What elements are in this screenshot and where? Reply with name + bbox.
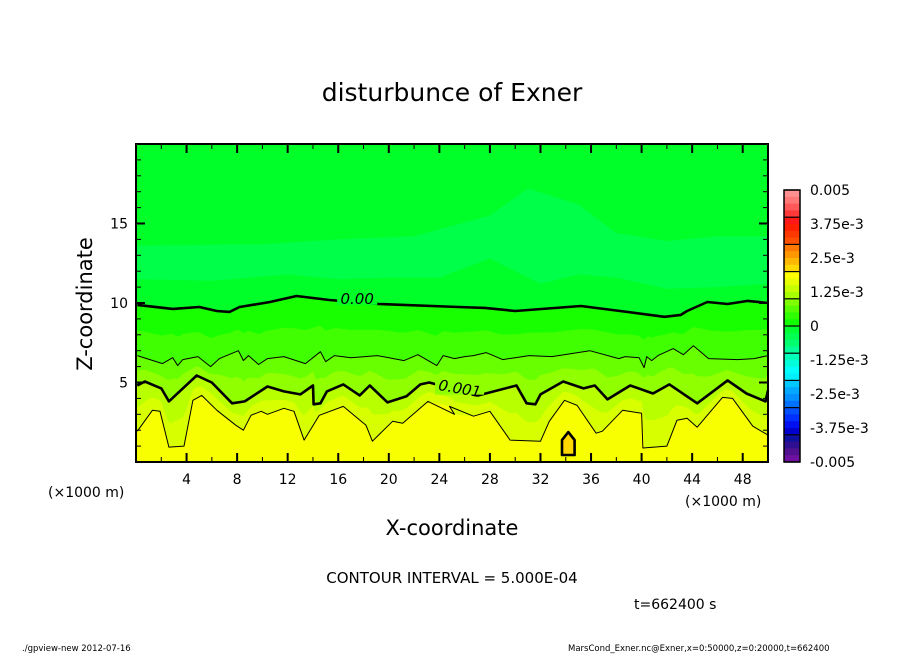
colorbar-cell (784, 244, 800, 252)
colorbar-label: -3.75e-3 (810, 421, 869, 437)
x-tick-label: 8 (233, 472, 242, 488)
colorbar-cell (784, 339, 800, 347)
colorbar-cell (784, 203, 800, 211)
colorbar-label: 0 (810, 319, 819, 335)
colorbar-cell (784, 217, 800, 225)
colorbar-cell (784, 428, 800, 436)
colorbar-cell (784, 190, 800, 198)
x-axis-label: X-coordinate (386, 516, 519, 540)
colorbar-cell (784, 434, 800, 443)
colorbar-cell (784, 196, 800, 205)
colorbar-cell (784, 380, 800, 388)
colorbar-cell (784, 305, 800, 313)
contour-label-bg (337, 290, 378, 305)
colorbar-label: -0.005 (810, 455, 855, 471)
colorbar-cell (784, 237, 800, 245)
colorbar-cell (784, 278, 800, 286)
x-tick-label: 36 (582, 472, 600, 488)
colorbar-cell (784, 366, 800, 375)
colorbar-cell (784, 332, 800, 341)
colorbar-cell (784, 264, 800, 273)
colorbar-cell (784, 400, 800, 409)
footer-left: ./gpview-new 2012-07-16 (22, 644, 131, 654)
colorbar-cell (784, 210, 800, 218)
colorbar-cell (784, 224, 800, 232)
colorbar-label: 2.5e-3 (810, 251, 855, 267)
contour-interval-text: CONTOUR INTERVAL = 5.000E-04 (326, 569, 577, 587)
colorbar-cell (784, 360, 800, 368)
time-text: t=662400 s (634, 597, 716, 613)
x-unit-label-left: (×1000 m) (48, 485, 124, 501)
colorbar-cell (784, 292, 800, 300)
band-negative (136, 188, 768, 289)
x-tick-label: 20 (380, 472, 398, 488)
colorbar-label: 0.005 (810, 183, 850, 199)
colorbar-cell (784, 394, 800, 402)
colorbar-label: -1.25e-3 (810, 353, 869, 369)
chart-title: disturbunce of Exner (322, 78, 583, 107)
colorbar-cell (784, 319, 800, 327)
contour-line-0 (137, 294, 769, 319)
colorbar-cell (784, 285, 800, 293)
colorbar-cell (784, 373, 800, 381)
x-tick-label: 12 (279, 472, 297, 488)
colorbar-cell (784, 455, 800, 463)
contour-line-0.0015 (136, 394, 769, 449)
x-tick-label: 4 (182, 472, 191, 488)
contour-label-bg (435, 380, 485, 395)
contour-line-0.001 (136, 374, 770, 406)
x-tick-label: 48 (734, 472, 752, 488)
x-tick-label: 24 (430, 472, 448, 488)
x-tick-label: 32 (532, 472, 550, 488)
x-tick-label: 44 (683, 472, 701, 488)
contour-label: 0.00 (340, 290, 373, 308)
colorbar-label: 3.75e-3 (810, 217, 864, 233)
colorbar-cell (784, 230, 800, 239)
y-axis-label: Z-coordinate (73, 237, 97, 371)
x-tick-label: 28 (481, 472, 499, 488)
colorbar-cell (784, 326, 800, 334)
colorbar-cell (784, 421, 800, 429)
y-tick-label: 15 (110, 217, 128, 233)
colorbar-cell (784, 271, 800, 279)
colorbar-label: -2.5e-3 (810, 387, 860, 403)
colorbar-cell (784, 312, 800, 320)
x-unit-label-right: (×1000 m) (685, 494, 761, 510)
colorbar: 0.005 3.75e-3 2.5e-3 1.25e-3 0 -1.25e-3 -2.5e-… (783, 183, 869, 471)
y-tick-label: 10 (110, 296, 128, 312)
colorbar-cell (784, 298, 800, 307)
contour-line-0.0005 (137, 345, 769, 369)
colorbar-cell (784, 407, 800, 415)
colorbar-cell (784, 448, 800, 456)
colorbar-frame (783, 189, 801, 463)
footer-right: MarsCond_Exner.nc@Exner,x=0:50000,z=0:20… (568, 644, 830, 654)
colorbar-cell (784, 414, 800, 422)
y-tick-label: 5 (119, 376, 128, 392)
colorbar-cell (784, 353, 800, 361)
colorbar-cell (784, 258, 800, 266)
x-tick-label: 16 (329, 472, 347, 488)
contour-line-0.002 (560, 430, 576, 457)
colorbar-label: 1.25e-3 (810, 285, 864, 301)
colorbar-cell (784, 387, 800, 395)
colorbar-cell (784, 346, 800, 354)
x-tick-label: 40 (633, 472, 651, 488)
colorbar-cell (784, 441, 800, 449)
colorbar-cell (784, 251, 800, 259)
